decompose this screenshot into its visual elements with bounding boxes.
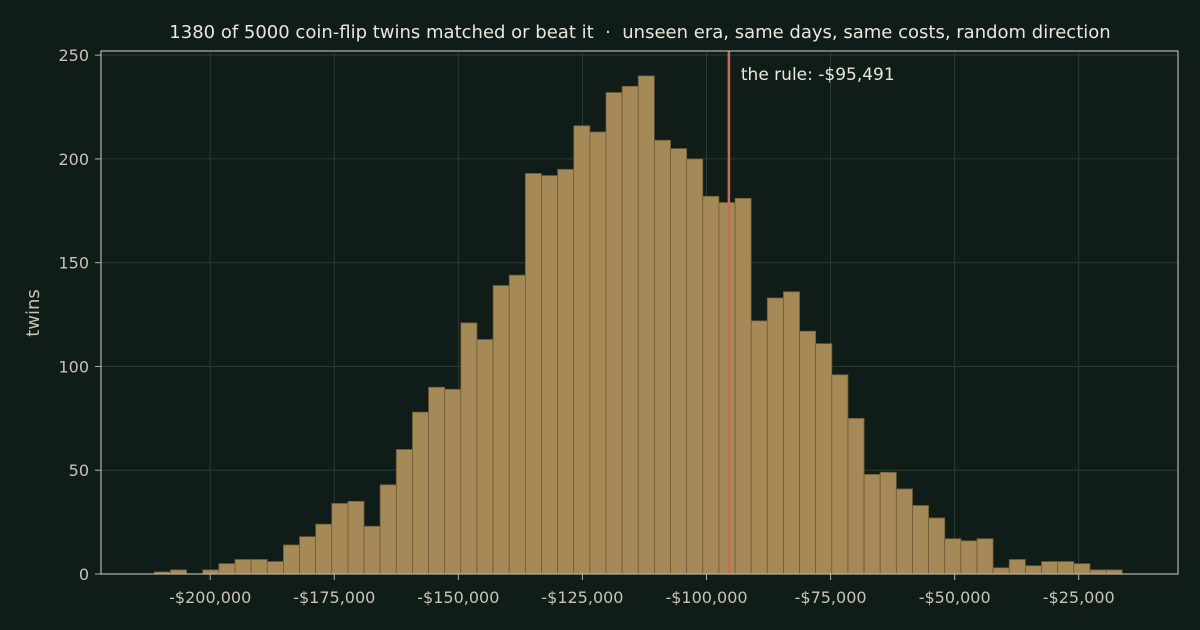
histogram-bar [250,559,268,575]
x-tick-label: -$200,000 [169,588,251,607]
histogram-bar [1105,569,1123,575]
y-tick-label: 250 [58,46,89,65]
histogram-bar [299,536,317,575]
y-tick-label: 150 [58,254,89,273]
histogram-bar [428,386,446,575]
histogram-bar [266,561,284,575]
x-tick-label: -$75,000 [795,588,867,607]
histogram-bar [1057,561,1075,575]
plot-border [100,50,1179,575]
histogram-bar [766,297,784,575]
histogram-bar [508,274,526,575]
histogram-bar [637,75,655,575]
histogram-bar [541,175,559,575]
histogram-bar [170,569,188,575]
histogram-bar [992,567,1010,575]
histogram-bar [944,538,962,575]
x-tick-label: -$125,000 [541,588,623,607]
histogram-bar [412,411,429,575]
histogram-bar [783,291,800,575]
x-tick-label: -$50,000 [919,588,991,607]
reference-line-label: the rule: -$95,491 [741,65,895,85]
histogram-bar [476,339,494,575]
histogram-bar [734,197,752,575]
chart-title: 1380 of 5000 coin-flip twins matched or … [169,22,1110,43]
histogram-bar [1008,559,1026,575]
histogram-bar [589,131,607,575]
x-tick-label: -$25,000 [1043,588,1115,607]
histogram-bar [895,488,913,575]
histogram-bar [282,544,300,575]
histogram-bar [960,540,978,575]
histogram-bar [670,148,688,575]
histogram-bar [718,202,736,575]
histogram-bars [153,75,1123,575]
histogram-bar [1041,561,1059,575]
histogram-bar [557,168,575,575]
histogram-bar [686,158,704,575]
y-tick-label: 100 [58,357,89,376]
y-tick-label: 50 [69,461,89,480]
histogram-bar [863,473,881,575]
histogram-bar [524,173,542,575]
x-tick-label: -$100,000 [665,588,747,607]
histogram-bar [912,505,930,575]
histogram-bar [331,503,349,575]
histogram-bar [234,559,252,575]
x-axis-ticks: -$200,000 -$175,000 -$150,000 -$125,000 -$10… [169,574,1115,607]
histogram-bar [1073,563,1091,575]
histogram-bar [1089,569,1107,575]
histogram-bar [492,285,510,575]
histogram-bar [621,85,639,575]
histogram-bar [847,417,865,575]
histogram-bar [799,330,817,575]
histogram-bar [202,569,220,575]
histogram-bar [928,517,946,575]
x-tick-label: -$175,000 [293,588,375,607]
histogram-bar [363,525,381,575]
y-tick-label: 200 [58,150,89,169]
histogram-bar [605,92,623,575]
histogram-bar [444,388,462,575]
histogram-bar [750,320,768,575]
histogram-bar [831,374,849,575]
histogram-bar [653,139,671,575]
histogram-bar [976,538,994,575]
plot-frame [100,50,1179,575]
histogram-bar [315,523,333,575]
histogram-bar [573,125,591,575]
histogram-bar [879,471,897,575]
histogram-bar [460,322,478,575]
histogram-bar [347,500,365,575]
histogram-bar [702,195,720,575]
histogram-bar [218,563,236,575]
y-axis-ticks: 0 50 100 150 200 250 [58,46,101,584]
x-tick-label: -$150,000 [417,588,499,607]
y-tick-label: 0 [79,565,89,584]
y-axis-label: twins [23,289,44,337]
histogram-bar [395,449,413,575]
histogram-bar [1024,565,1042,575]
histogram-bar [379,484,397,575]
histogram-bar [815,343,833,575]
